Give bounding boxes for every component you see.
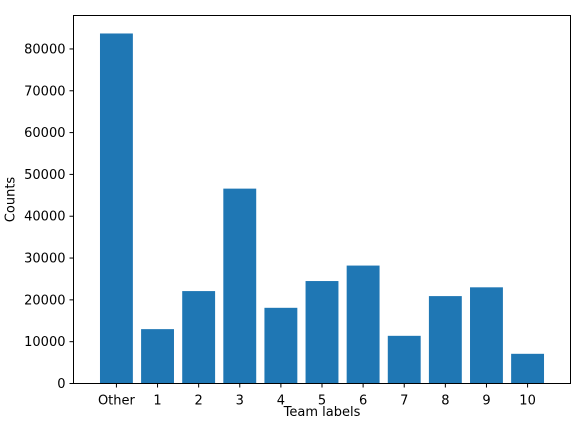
bar-5 [306,281,339,383]
y-tick-label: 70000 [24,84,65,99]
x-tick-label: 3 [236,394,244,409]
bar-3 [223,189,256,384]
x-tick-label: 8 [441,394,449,409]
y-tick-label: 0 [57,377,65,392]
y-tick-label: 10000 [24,335,65,350]
bar-2 [182,291,215,383]
x-axis-label: Team labels [283,405,361,420]
bar-8 [429,296,462,383]
bar-other [100,33,133,383]
x-tick-label: 7 [400,394,408,409]
y-tick-label: 20000 [24,293,65,308]
x-tick-label: 2 [195,394,203,409]
y-axis-label: Counts [4,177,19,223]
x-tick-label: Other [98,394,136,409]
bar-7 [388,336,421,384]
bar-9 [470,287,503,383]
x-tick-label: 1 [153,394,161,409]
x-tick-label: 10 [519,394,536,409]
bar-4 [264,308,297,384]
x-tick-label: 9 [482,394,490,409]
bar-6 [347,266,380,384]
y-tick-label: 30000 [24,252,65,267]
bar-1 [141,329,174,383]
y-tick-label: 80000 [24,42,65,57]
bar-10 [511,354,544,384]
y-tick-label: 40000 [24,210,65,225]
y-tick-label: 60000 [24,126,65,141]
y-tick-label: 50000 [24,168,65,183]
